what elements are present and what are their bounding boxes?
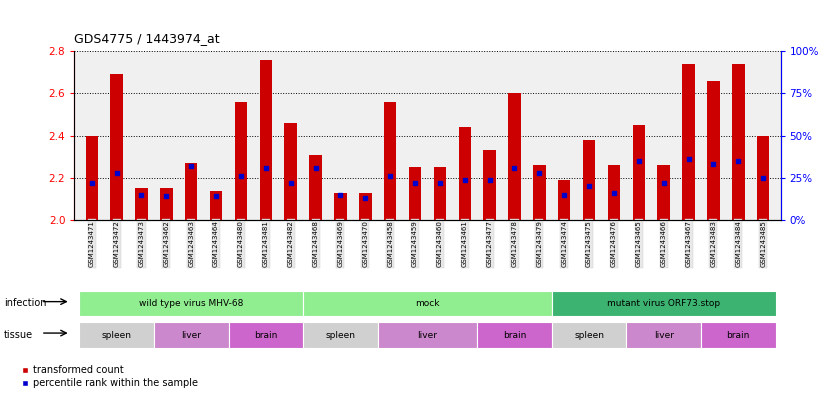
Bar — [701, 322, 776, 348]
Bar — [79, 322, 154, 348]
Legend: transformed count, percentile rank within the sample: transformed count, percentile rank withi… — [21, 365, 198, 388]
Bar — [384, 102, 396, 220]
Bar — [633, 125, 645, 220]
Text: wild type virus MHV-68: wild type virus MHV-68 — [139, 299, 244, 308]
Bar — [458, 127, 471, 220]
Text: GSM1243476: GSM1243476 — [611, 220, 617, 267]
Bar — [303, 291, 552, 316]
Text: GSM1243475: GSM1243475 — [586, 220, 592, 267]
Bar — [359, 193, 372, 220]
Bar — [309, 154, 322, 220]
Text: GSM1243469: GSM1243469 — [337, 220, 344, 267]
Text: mutant virus ORF73.stop: mutant virus ORF73.stop — [607, 299, 720, 308]
Bar — [558, 180, 571, 220]
Text: GDS4775 / 1443974_at: GDS4775 / 1443974_at — [74, 32, 220, 45]
Text: GSM1243482: GSM1243482 — [287, 220, 294, 267]
Text: GSM1243466: GSM1243466 — [661, 220, 667, 267]
Bar — [210, 191, 222, 220]
Text: GSM1243472: GSM1243472 — [114, 220, 120, 267]
Text: spleen: spleen — [574, 331, 604, 340]
Bar — [135, 188, 148, 220]
Bar — [682, 64, 695, 220]
Text: GSM1243465: GSM1243465 — [636, 220, 642, 267]
Text: GSM1243459: GSM1243459 — [412, 220, 418, 267]
Bar — [608, 165, 620, 220]
Text: GSM1243478: GSM1243478 — [511, 220, 518, 267]
Bar — [259, 59, 272, 220]
Bar — [757, 136, 769, 220]
Text: GSM1243471: GSM1243471 — [88, 220, 95, 267]
Text: GSM1243464: GSM1243464 — [213, 220, 219, 267]
Text: mock: mock — [415, 299, 439, 308]
Text: brain: brain — [503, 331, 526, 340]
Text: brain: brain — [727, 331, 750, 340]
Bar — [552, 322, 626, 348]
Bar — [229, 322, 303, 348]
Bar — [552, 291, 776, 316]
Text: GSM1243467: GSM1243467 — [686, 220, 691, 267]
Bar — [707, 81, 719, 220]
Bar — [303, 322, 377, 348]
Text: GSM1243458: GSM1243458 — [387, 220, 393, 267]
Bar — [508, 93, 520, 220]
Text: GSM1243463: GSM1243463 — [188, 220, 194, 267]
Text: GSM1243460: GSM1243460 — [437, 220, 443, 267]
Bar — [434, 167, 446, 220]
Text: GSM1243473: GSM1243473 — [139, 220, 145, 267]
Bar — [154, 322, 229, 348]
Text: GSM1243483: GSM1243483 — [710, 220, 716, 267]
Text: GSM1243470: GSM1243470 — [363, 220, 368, 267]
Text: liver: liver — [417, 331, 438, 340]
Text: brain: brain — [254, 331, 278, 340]
Text: liver: liver — [653, 331, 674, 340]
Bar — [335, 193, 347, 220]
Text: GSM1243474: GSM1243474 — [561, 220, 567, 267]
Bar — [477, 322, 552, 348]
Text: GSM1243477: GSM1243477 — [487, 220, 492, 267]
Bar — [86, 136, 98, 220]
Text: GSM1243481: GSM1243481 — [263, 220, 268, 267]
Bar — [377, 322, 477, 348]
Text: spleen: spleen — [102, 331, 131, 340]
Text: GSM1243468: GSM1243468 — [312, 220, 319, 267]
Bar — [533, 165, 546, 220]
Bar — [583, 140, 596, 220]
Text: tissue: tissue — [4, 330, 33, 340]
Bar — [185, 163, 197, 220]
Bar — [284, 123, 297, 220]
Text: infection: infection — [4, 298, 46, 309]
Text: liver: liver — [181, 331, 202, 340]
Bar — [160, 188, 173, 220]
Bar — [626, 322, 701, 348]
Bar — [732, 64, 744, 220]
Text: GSM1243485: GSM1243485 — [760, 220, 767, 267]
Text: GSM1243480: GSM1243480 — [238, 220, 244, 267]
Text: spleen: spleen — [325, 331, 355, 340]
Text: GSM1243461: GSM1243461 — [462, 220, 468, 267]
Bar — [657, 165, 670, 220]
Bar — [409, 167, 421, 220]
Text: GSM1243479: GSM1243479 — [536, 220, 543, 267]
Bar — [79, 291, 303, 316]
Text: GSM1243484: GSM1243484 — [735, 220, 741, 267]
Bar — [235, 102, 247, 220]
Bar — [483, 151, 496, 220]
Text: GSM1243462: GSM1243462 — [164, 220, 169, 267]
Bar — [111, 74, 123, 220]
